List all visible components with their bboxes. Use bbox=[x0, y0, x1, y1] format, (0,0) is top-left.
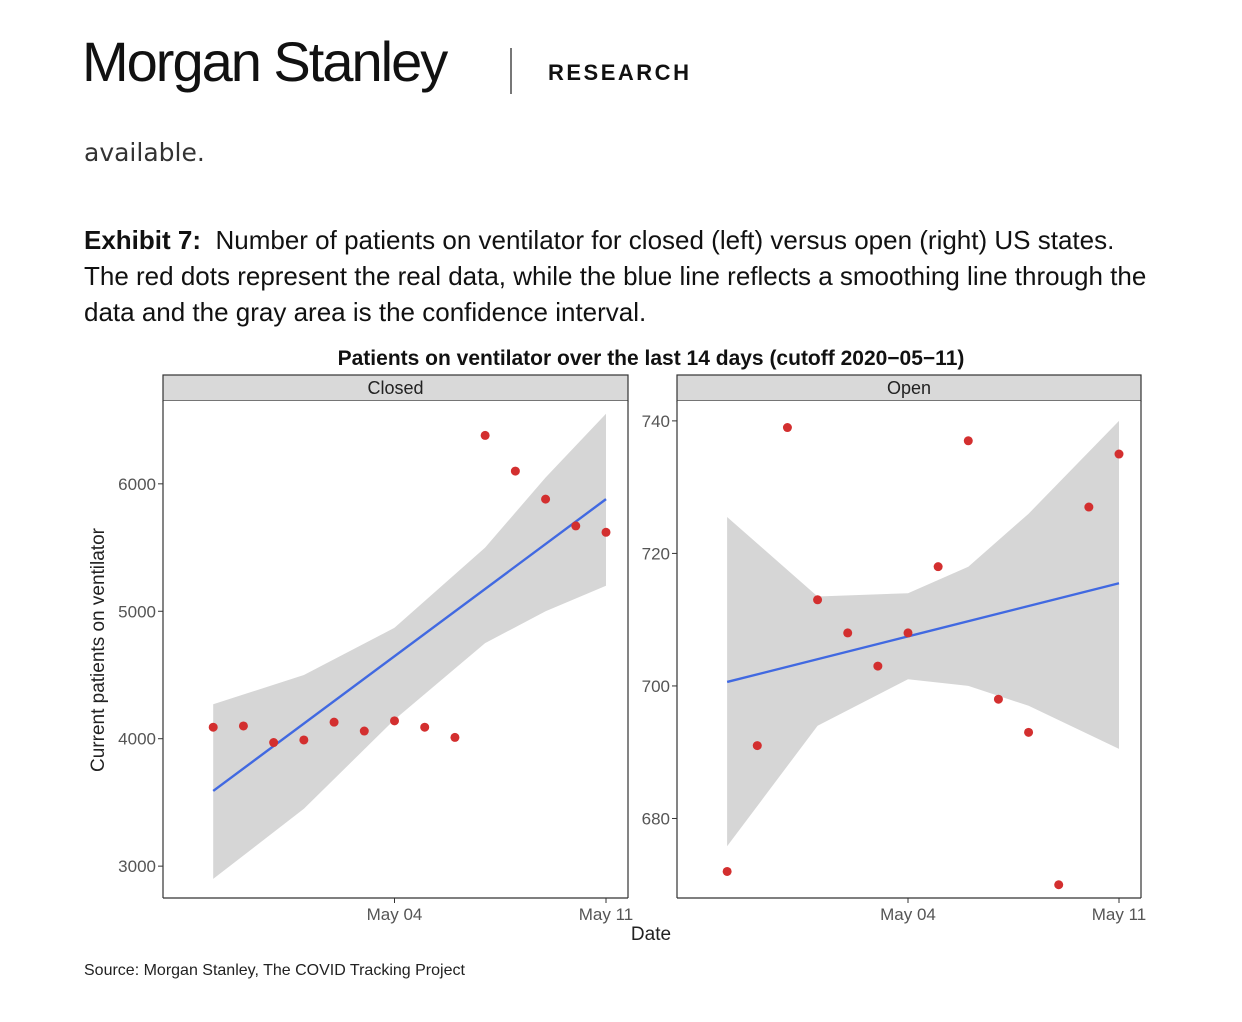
data-point bbox=[1054, 880, 1064, 890]
data-point bbox=[359, 726, 369, 736]
source-note: Source: Morgan Stanley, The COVID Tracki… bbox=[84, 962, 465, 979]
facets: Closed 3000 4000 5000 6000 May 04 May 11 Open 68… bbox=[118, 374, 1147, 924]
y-tick-label: 680 bbox=[642, 809, 670, 828]
data-point bbox=[510, 466, 520, 476]
exhibit-description: Number of patients on ventilator for clo… bbox=[84, 225, 1147, 327]
y-axis-label: Current patients on ventilator bbox=[88, 527, 109, 772]
y-tick-label: 740 bbox=[642, 412, 670, 431]
data-point bbox=[329, 717, 339, 727]
data-point bbox=[1084, 502, 1094, 512]
smoothing-line bbox=[726, 582, 1120, 684]
preceding-text: available. bbox=[84, 138, 205, 167]
exhibit-label: Exhibit 7: bbox=[84, 225, 202, 255]
data-point bbox=[601, 527, 611, 537]
data-point bbox=[208, 722, 218, 732]
logo-divider bbox=[510, 48, 512, 94]
facet-closed: Closed 3000 4000 5000 6000 May 04 May 11 bbox=[118, 374, 634, 924]
x-axis-label: Date bbox=[631, 924, 671, 945]
data-point bbox=[420, 722, 430, 732]
data-point bbox=[1024, 727, 1034, 737]
exhibit-caption: Exhibit 7: Number of patients on ventila… bbox=[84, 222, 1154, 330]
x-tick-label: May 11 bbox=[1092, 905, 1147, 924]
morgan-stanley-logo: Morgan Stanley bbox=[82, 30, 448, 93]
y-tick-label: 4000 bbox=[118, 730, 156, 749]
data-point bbox=[993, 694, 1003, 704]
section-label: RESEARCH bbox=[548, 60, 692, 85]
y-tick-label: 700 bbox=[642, 677, 670, 696]
facet-strip bbox=[162, 374, 629, 402]
chart-title: Patients on ventilator over the last 14 … bbox=[338, 347, 965, 370]
data-point bbox=[480, 430, 490, 440]
data-point bbox=[390, 716, 399, 726]
data-point bbox=[541, 494, 551, 504]
data-point bbox=[933, 562, 943, 572]
data-point bbox=[299, 735, 309, 745]
data-point bbox=[722, 866, 732, 876]
x-tick-label: May 11 bbox=[579, 905, 634, 924]
x-tick-label: May 04 bbox=[880, 905, 936, 924]
y-tick-label: 6000 bbox=[118, 475, 156, 494]
data-point bbox=[813, 595, 823, 605]
x-tick-label: May 04 bbox=[367, 905, 423, 924]
data-point bbox=[843, 628, 853, 638]
data-point bbox=[238, 721, 248, 731]
y-tick-label: 3000 bbox=[118, 857, 156, 876]
data-point bbox=[963, 436, 973, 446]
data-point bbox=[1114, 449, 1124, 459]
data-point bbox=[782, 423, 792, 433]
data-point bbox=[269, 738, 279, 748]
facet-strip bbox=[676, 374, 1142, 402]
facet-strip-label: Closed bbox=[367, 378, 423, 398]
facet-strip-label: Open bbox=[887, 378, 931, 398]
data-point bbox=[903, 628, 913, 638]
y-tick-label: 5000 bbox=[118, 602, 156, 621]
data-point bbox=[873, 661, 883, 671]
smoothing-line bbox=[212, 498, 607, 792]
data-point bbox=[752, 741, 762, 751]
facet-open: Open 680 700 720 740 May 04 May 11 bbox=[642, 374, 1147, 924]
data-point bbox=[450, 732, 460, 742]
data-point bbox=[571, 521, 581, 531]
y-tick-label: 720 bbox=[642, 544, 670, 563]
